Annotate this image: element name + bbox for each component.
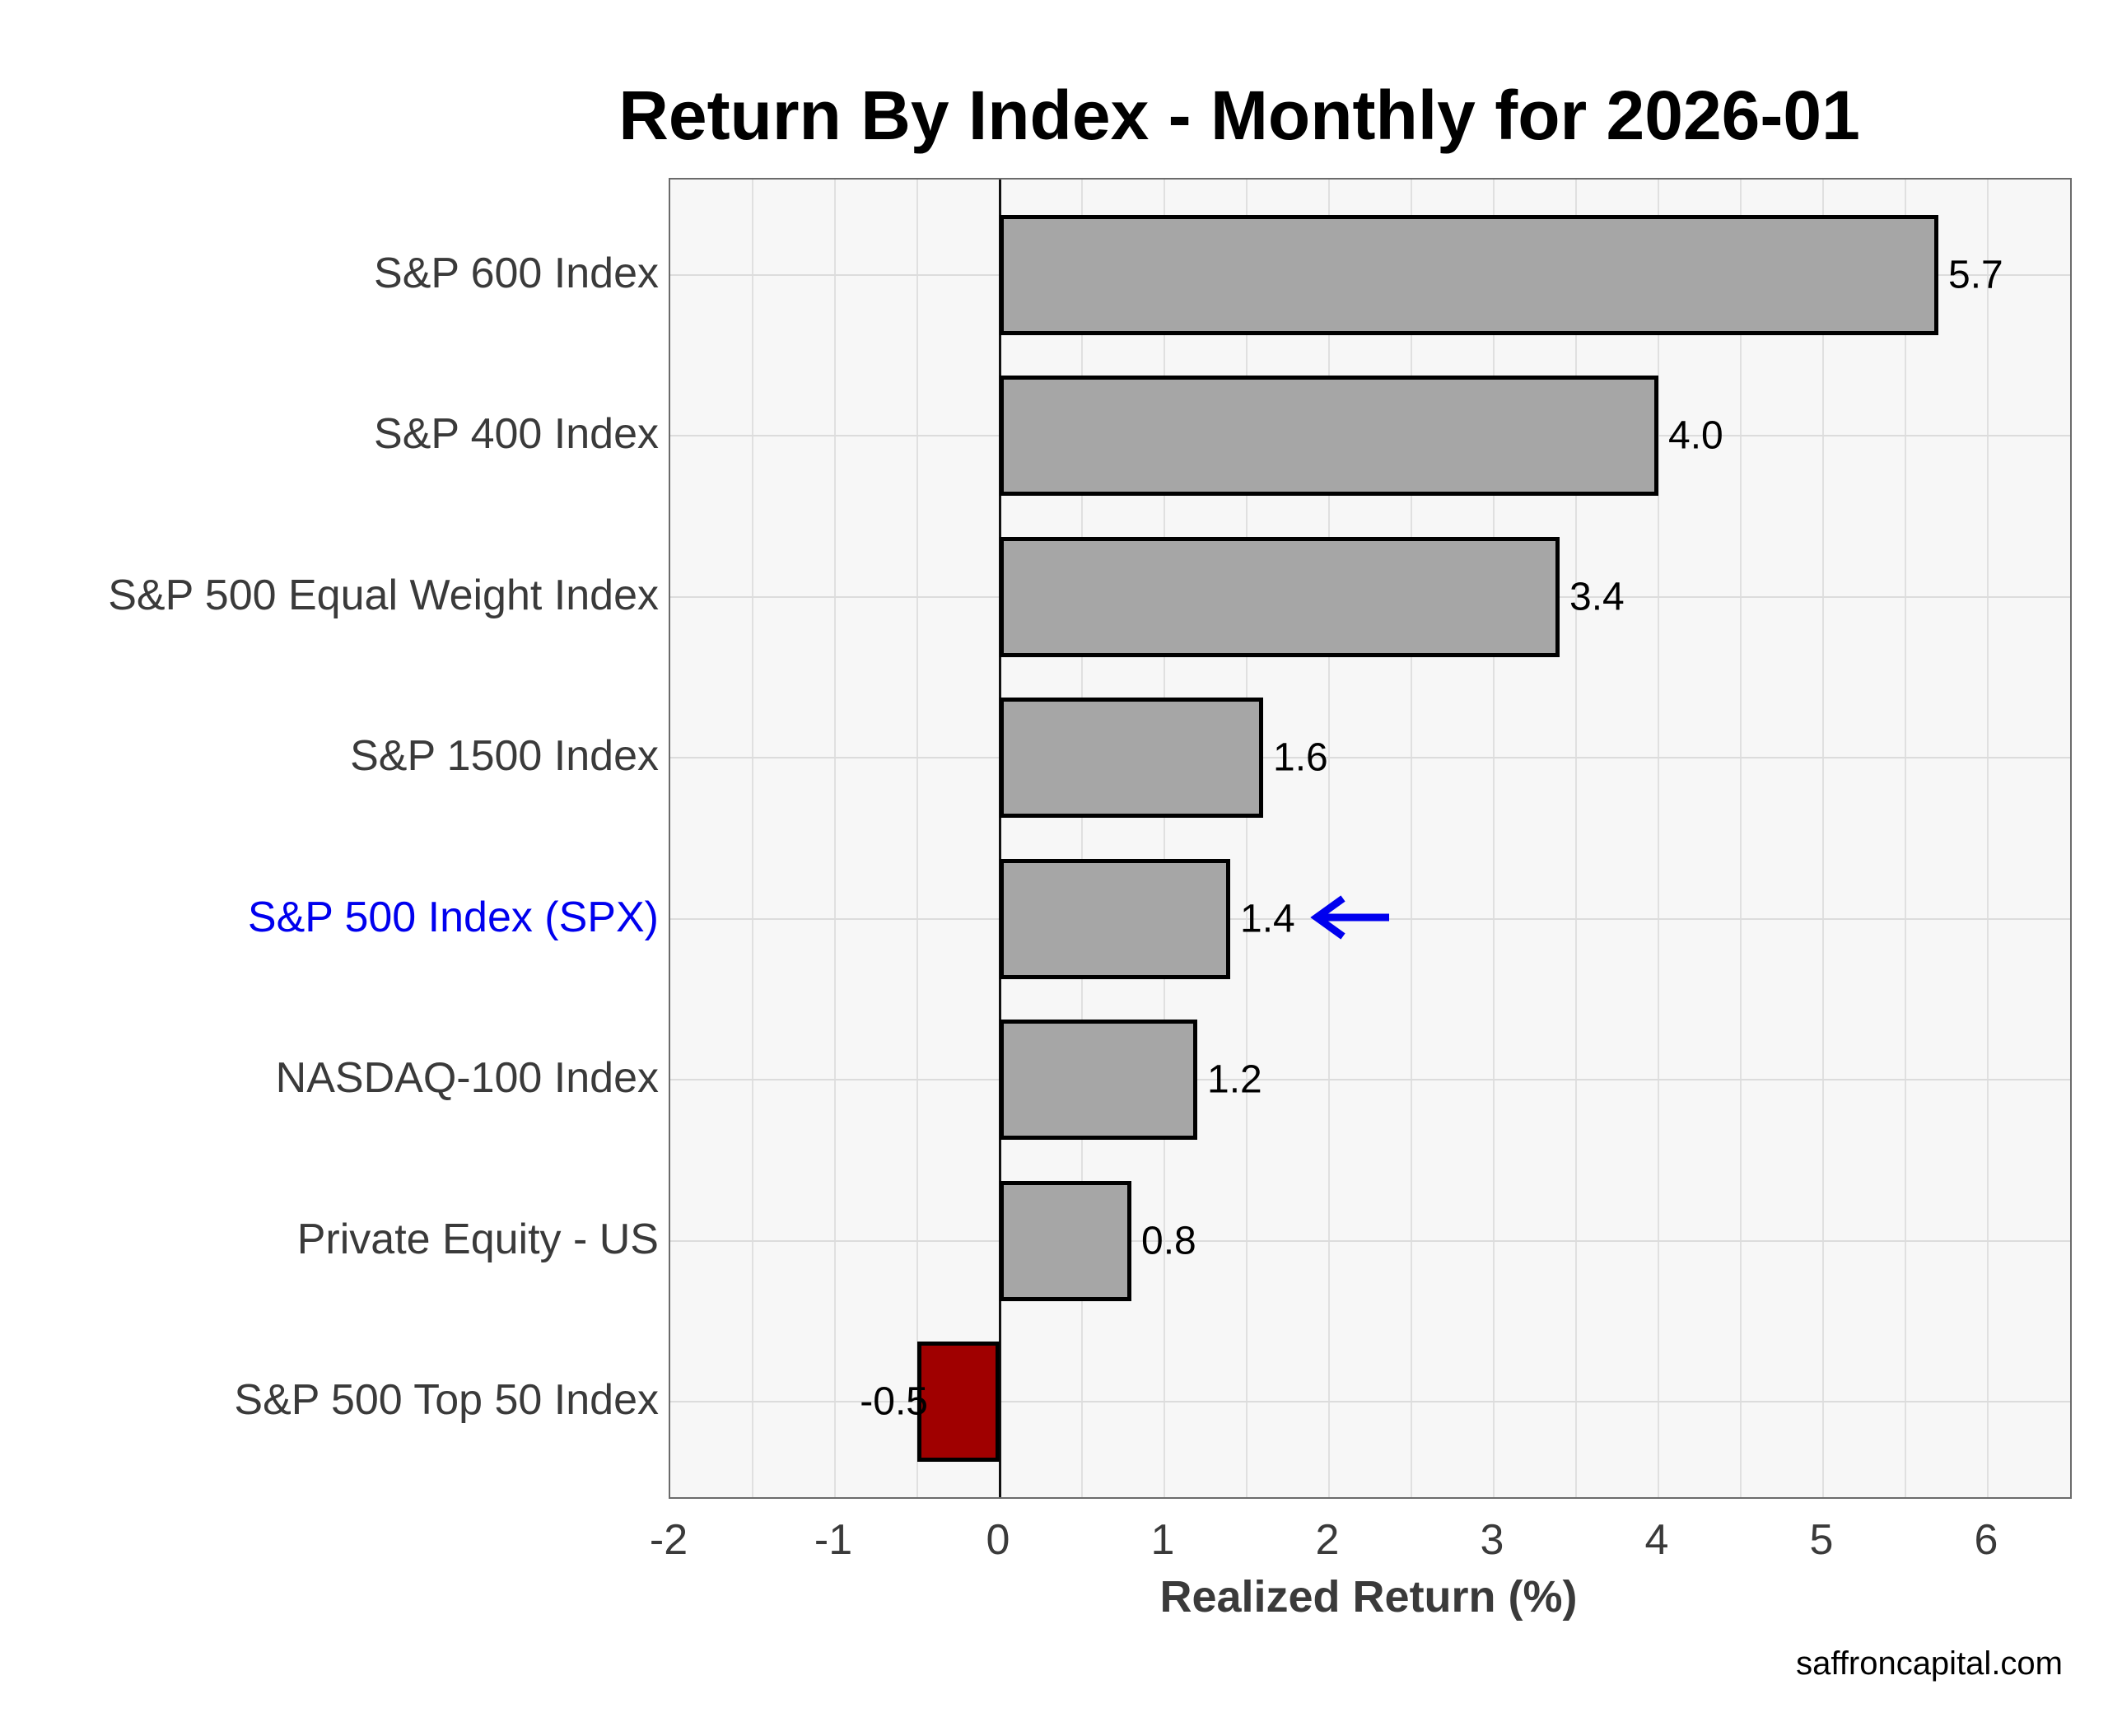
- x-tick-label: 2: [1315, 1516, 1340, 1564]
- gridline-vertical: [1328, 180, 1330, 1497]
- watermark-text: saffroncapital.com: [1796, 1645, 2063, 1682]
- bar: [1000, 1020, 1197, 1141]
- x-tick-label: 0: [986, 1516, 1010, 1564]
- category-label: S&P 400 Index: [374, 410, 659, 459]
- gridline-vertical: [1658, 180, 1659, 1497]
- x-axis-title: Realized Return (%): [1159, 1572, 1578, 1622]
- gridline-vertical: [1575, 180, 1577, 1497]
- x-axis-tick-labels: -2 -1 0 1 2 3 4 5 6: [650, 1515, 2068, 1573]
- bar: [1000, 1180, 1131, 1301]
- x-tick-label: 4: [1644, 1516, 1669, 1564]
- gridline-vertical: [1246, 180, 1248, 1497]
- category-label: S&P 500 Equal Weight Index: [108, 571, 659, 619]
- category-label: S&P 500 Top 50 Index: [234, 1376, 659, 1424]
- category-label: S&P 500 Index (SPX): [247, 893, 659, 941]
- bar: [1000, 858, 1230, 979]
- gridline-horizontal: [670, 757, 2070, 759]
- plot-area: 5.7 4.0 3.4 1.6 1.4 1.2 0.8 -0.5: [669, 178, 2072, 1499]
- category-label: Private Equity - US: [296, 1215, 659, 1263]
- gridline-vertical: [916, 180, 918, 1497]
- x-tick-label: -2: [649, 1516, 688, 1564]
- bar: [1000, 376, 1658, 497]
- gridline-horizontal: [670, 1239, 2070, 1242]
- bar-value-label: 4.0: [1668, 413, 1723, 458]
- x-tick-label: 6: [1974, 1516, 1998, 1564]
- bar: [917, 1342, 1000, 1462]
- bar-value-label: 1.2: [1207, 1057, 1262, 1102]
- bar-value-label: 0.8: [1141, 1219, 1196, 1263]
- gridline-horizontal: [670, 1079, 2070, 1081]
- gridline-horizontal: [670, 1401, 2070, 1402]
- chart-title: Return By Index - Monthly for 2026-01: [618, 77, 1860, 154]
- x-tick-label: 1: [1150, 1516, 1175, 1564]
- category-label: NASDAQ-100 Index: [275, 1054, 659, 1103]
- bar-value-label: 1.6: [1273, 735, 1328, 780]
- x-tick-label: 5: [1809, 1516, 1834, 1564]
- gridline-vertical: [1987, 180, 1989, 1497]
- gridline-vertical: [1740, 180, 1742, 1497]
- gridline-vertical: [1164, 180, 1165, 1497]
- category-label: S&P 1500 Index: [350, 732, 659, 781]
- bar: [1000, 698, 1263, 819]
- category-label: S&P 600 Index: [374, 250, 659, 297]
- bar: [1000, 215, 1938, 335]
- x-tick-label: -1: [814, 1516, 853, 1564]
- gridline-vertical: [752, 180, 753, 1497]
- gridline-vertical: [834, 180, 836, 1497]
- gridline-vertical: [1411, 180, 1412, 1497]
- bar-value-label: 5.7: [1948, 253, 2003, 297]
- zero-axis-line: [998, 180, 1001, 1497]
- bar-value-label: 3.4: [1569, 575, 1625, 619]
- bar: [1000, 536, 1560, 657]
- gridline-vertical: [1905, 180, 1906, 1497]
- gridline-vertical: [1493, 180, 1495, 1497]
- x-tick-label: 3: [1480, 1516, 1504, 1564]
- gridline-vertical: [1822, 180, 1824, 1497]
- y-axis-category-labels: S&P 600 Index S&P 400 Index S&P 500 Equal …: [0, 178, 664, 1496]
- highlight-left-arrow-icon: [1310, 895, 1389, 940]
- gridline-vertical: [1081, 180, 1083, 1497]
- bar-value-label: 1.4: [1240, 897, 1295, 941]
- bar-value-label: -0.5: [860, 1379, 928, 1424]
